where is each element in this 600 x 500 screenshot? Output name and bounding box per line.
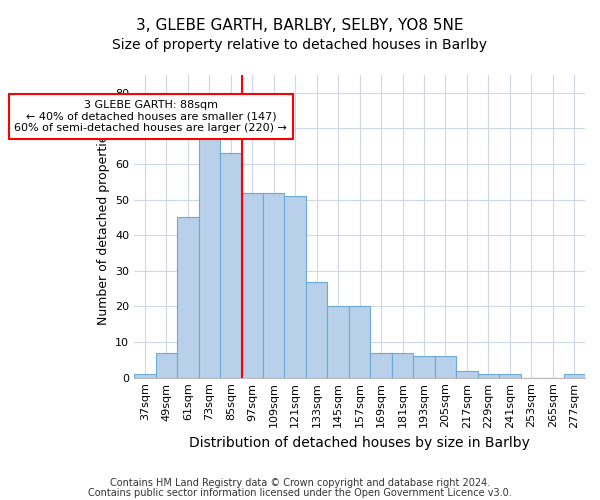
Text: Contains HM Land Registry data © Crown copyright and database right 2024.: Contains HM Land Registry data © Crown c… xyxy=(110,478,490,488)
Bar xyxy=(456,370,478,378)
Bar xyxy=(220,154,242,378)
Bar xyxy=(242,192,263,378)
Bar xyxy=(284,196,306,378)
Bar xyxy=(413,356,435,378)
Bar xyxy=(306,282,328,378)
Text: Contains public sector information licensed under the Open Government Licence v3: Contains public sector information licen… xyxy=(88,488,512,498)
Bar xyxy=(392,353,413,378)
Text: 3, GLEBE GARTH, BARLBY, SELBY, YO8 5NE: 3, GLEBE GARTH, BARLBY, SELBY, YO8 5NE xyxy=(136,18,464,32)
Bar xyxy=(478,374,499,378)
Bar xyxy=(370,353,392,378)
Text: Size of property relative to detached houses in Barlby: Size of property relative to detached ho… xyxy=(113,38,487,52)
Bar xyxy=(155,353,177,378)
Bar xyxy=(263,192,284,378)
Bar xyxy=(134,374,155,378)
X-axis label: Distribution of detached houses by size in Barlby: Distribution of detached houses by size … xyxy=(189,436,530,450)
Bar xyxy=(328,306,349,378)
Text: 3 GLEBE GARTH: 88sqm
← 40% of detached houses are smaller (147)
60% of semi-deta: 3 GLEBE GARTH: 88sqm ← 40% of detached h… xyxy=(14,100,287,133)
Bar xyxy=(349,306,370,378)
Bar xyxy=(177,218,199,378)
Bar xyxy=(199,136,220,378)
Bar xyxy=(563,374,585,378)
Y-axis label: Number of detached properties: Number of detached properties xyxy=(97,128,110,325)
Bar xyxy=(435,356,456,378)
Bar xyxy=(499,374,521,378)
